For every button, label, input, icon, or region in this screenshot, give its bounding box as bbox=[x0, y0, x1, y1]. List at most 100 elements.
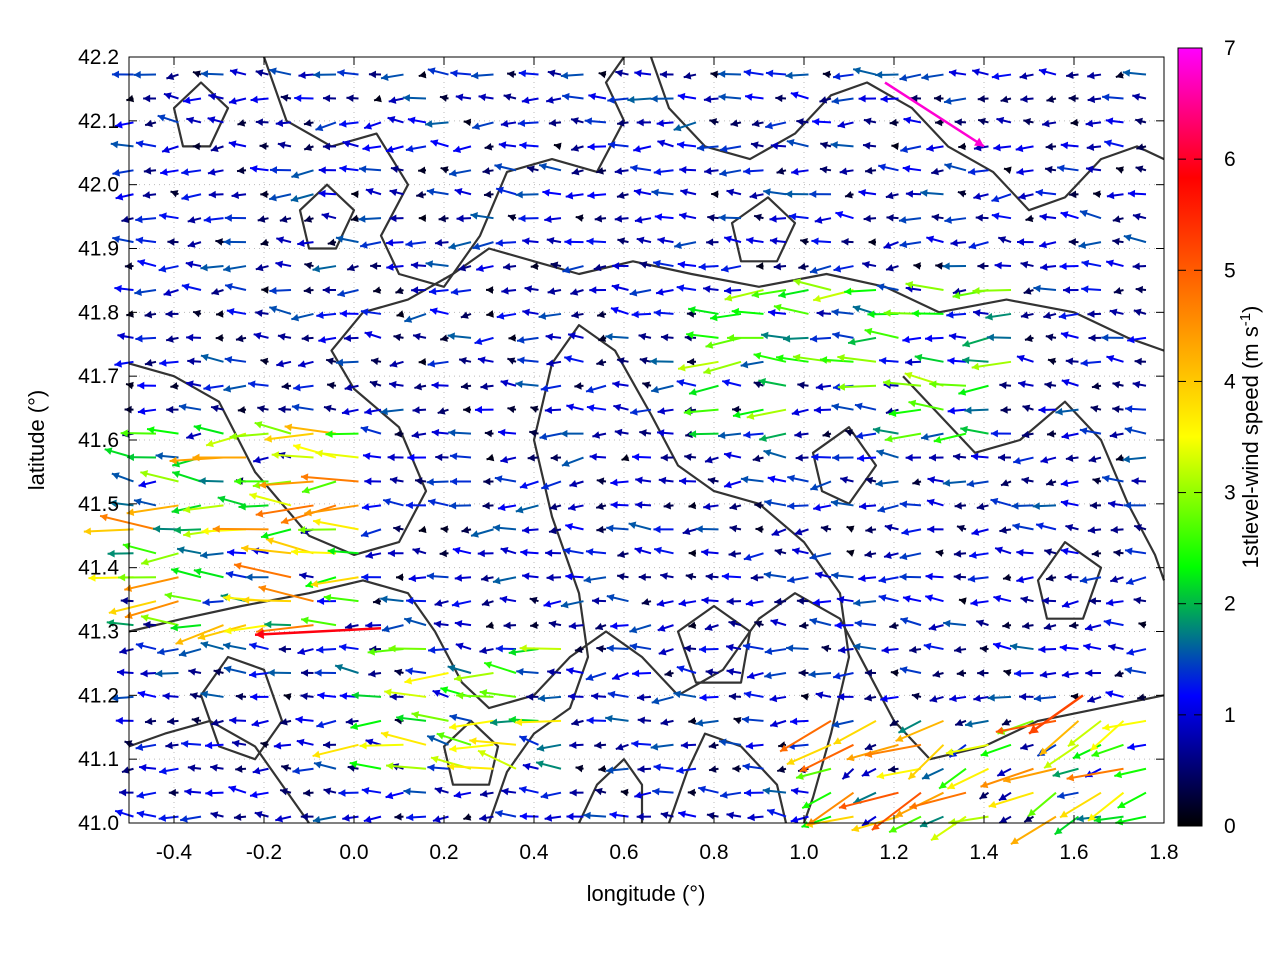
wind-arrow-head bbox=[315, 449, 323, 458]
wind-arrow-head bbox=[358, 215, 366, 223]
wind-arrow bbox=[998, 791, 1012, 802]
wind-arrow bbox=[854, 402, 877, 411]
wind-arrow bbox=[967, 574, 989, 583]
wind-arrow-head bbox=[920, 189, 928, 197]
wind-arrow bbox=[193, 424, 224, 435]
wind-arrow bbox=[966, 479, 989, 488]
wind-arrow bbox=[1088, 597, 1102, 605]
wind-arrow bbox=[267, 668, 292, 677]
wind-arrow-head bbox=[837, 353, 845, 362]
wind-arrow bbox=[998, 815, 1012, 824]
wind-arrow bbox=[878, 594, 899, 603]
wind-arrow bbox=[396, 310, 405, 318]
wind-arrow bbox=[412, 547, 427, 555]
wind-arrow bbox=[775, 354, 809, 363]
wind-arrow-head bbox=[758, 378, 766, 386]
wind-arrow-head bbox=[540, 384, 549, 392]
wind-arrow bbox=[655, 288, 674, 296]
wind-arrow-head bbox=[233, 562, 242, 570]
wind-arrow bbox=[878, 575, 899, 584]
wind-arrow-head bbox=[169, 456, 177, 465]
wind-arrow-head bbox=[187, 764, 196, 772]
wind-arrow-head bbox=[365, 621, 373, 630]
wind-arrow bbox=[899, 573, 922, 581]
wind-arrow bbox=[1002, 573, 1012, 582]
wind-arrow-head bbox=[350, 214, 359, 223]
colorbar-tick-label: 7 bbox=[1224, 37, 1236, 60]
wind-arrow-head bbox=[275, 260, 284, 269]
wind-arrow-head bbox=[280, 787, 288, 796]
wind-arrow bbox=[947, 357, 967, 365]
wind-arrow bbox=[171, 470, 202, 483]
wind-arrow-head bbox=[740, 475, 749, 484]
wind-arrow bbox=[235, 692, 247, 701]
wind-arrow-head bbox=[364, 477, 372, 486]
wind-arrow-head bbox=[418, 357, 426, 366]
wind-arrow-head bbox=[639, 261, 648, 269]
wind-arrow bbox=[565, 191, 584, 200]
wind-arrow bbox=[389, 214, 404, 223]
wind-arrow bbox=[938, 767, 967, 790]
wind-arrow bbox=[933, 432, 967, 444]
wind-arrow bbox=[707, 213, 719, 222]
wind-arrow bbox=[187, 240, 202, 248]
wind-arrow bbox=[1086, 695, 1102, 703]
wind-arrow-head bbox=[211, 287, 220, 296]
wind-arrow bbox=[620, 788, 629, 797]
wind-arrow-head bbox=[653, 525, 661, 534]
wind-arrow bbox=[434, 786, 449, 795]
wind-arrow-head bbox=[633, 188, 642, 196]
wind-arrow-head bbox=[1079, 576, 1088, 584]
wind-arrow-head bbox=[942, 479, 951, 487]
wind-arrow bbox=[485, 621, 494, 629]
wind-arrow bbox=[254, 421, 292, 435]
wind-arrow-head bbox=[410, 261, 419, 270]
wind-arrow bbox=[217, 495, 247, 507]
wind-arrow bbox=[278, 405, 292, 414]
wind-arrow-head bbox=[585, 673, 594, 681]
wind-arrow-head bbox=[638, 573, 646, 581]
wind-arrow-head bbox=[710, 313, 718, 322]
wind-arrow-head bbox=[774, 597, 782, 606]
wind-arrow bbox=[653, 309, 674, 317]
wind-arrow bbox=[477, 749, 517, 770]
wind-arrow-head bbox=[507, 357, 516, 365]
wind-arrow bbox=[656, 599, 674, 608]
wind-arrow bbox=[537, 694, 562, 703]
wind-arrow-head bbox=[793, 278, 802, 286]
wind-arrow bbox=[832, 672, 854, 680]
wind-arrow bbox=[135, 642, 157, 651]
wind-arrow-shaft bbox=[1102, 719, 1147, 730]
wind-arrow bbox=[990, 429, 1012, 438]
wind-arrow-head bbox=[479, 814, 487, 822]
wind-arrow-head bbox=[1106, 354, 1115, 363]
wind-arrow bbox=[942, 262, 967, 271]
wind-arrow bbox=[455, 642, 472, 651]
wind-arrow bbox=[317, 691, 337, 700]
wind-arrow-shaft bbox=[265, 538, 314, 555]
wind-arrow-head bbox=[614, 214, 623, 223]
wind-arrow-head bbox=[744, 789, 752, 797]
wind-arrow-head bbox=[339, 643, 347, 652]
wind-arrow-head bbox=[999, 816, 1008, 824]
x-tick-label: -0.2 bbox=[246, 841, 282, 864]
wind-arrow bbox=[699, 693, 719, 702]
wind-arrow-head bbox=[453, 790, 462, 799]
wind-arrow bbox=[223, 384, 247, 393]
wind-arrow bbox=[367, 647, 404, 656]
wind-arrow-shaft bbox=[447, 765, 494, 770]
wind-arrow-head bbox=[813, 294, 821, 303]
wind-arrow-head bbox=[606, 644, 614, 653]
wind-arrow bbox=[205, 789, 224, 797]
wind-arrow bbox=[1092, 477, 1102, 485]
wind-arrow-head bbox=[656, 288, 664, 296]
wind-arrow bbox=[634, 216, 652, 224]
wind-arrow bbox=[406, 813, 427, 822]
wind-arrow-head bbox=[1087, 526, 1096, 534]
wind-arrow-shaft bbox=[99, 514, 157, 531]
wind-arrow bbox=[140, 669, 157, 678]
wind-arrow bbox=[844, 429, 854, 437]
wind-arrow-head bbox=[679, 477, 687, 485]
wind-arrow-head bbox=[170, 190, 179, 198]
wind-arrow-head bbox=[316, 311, 324, 319]
